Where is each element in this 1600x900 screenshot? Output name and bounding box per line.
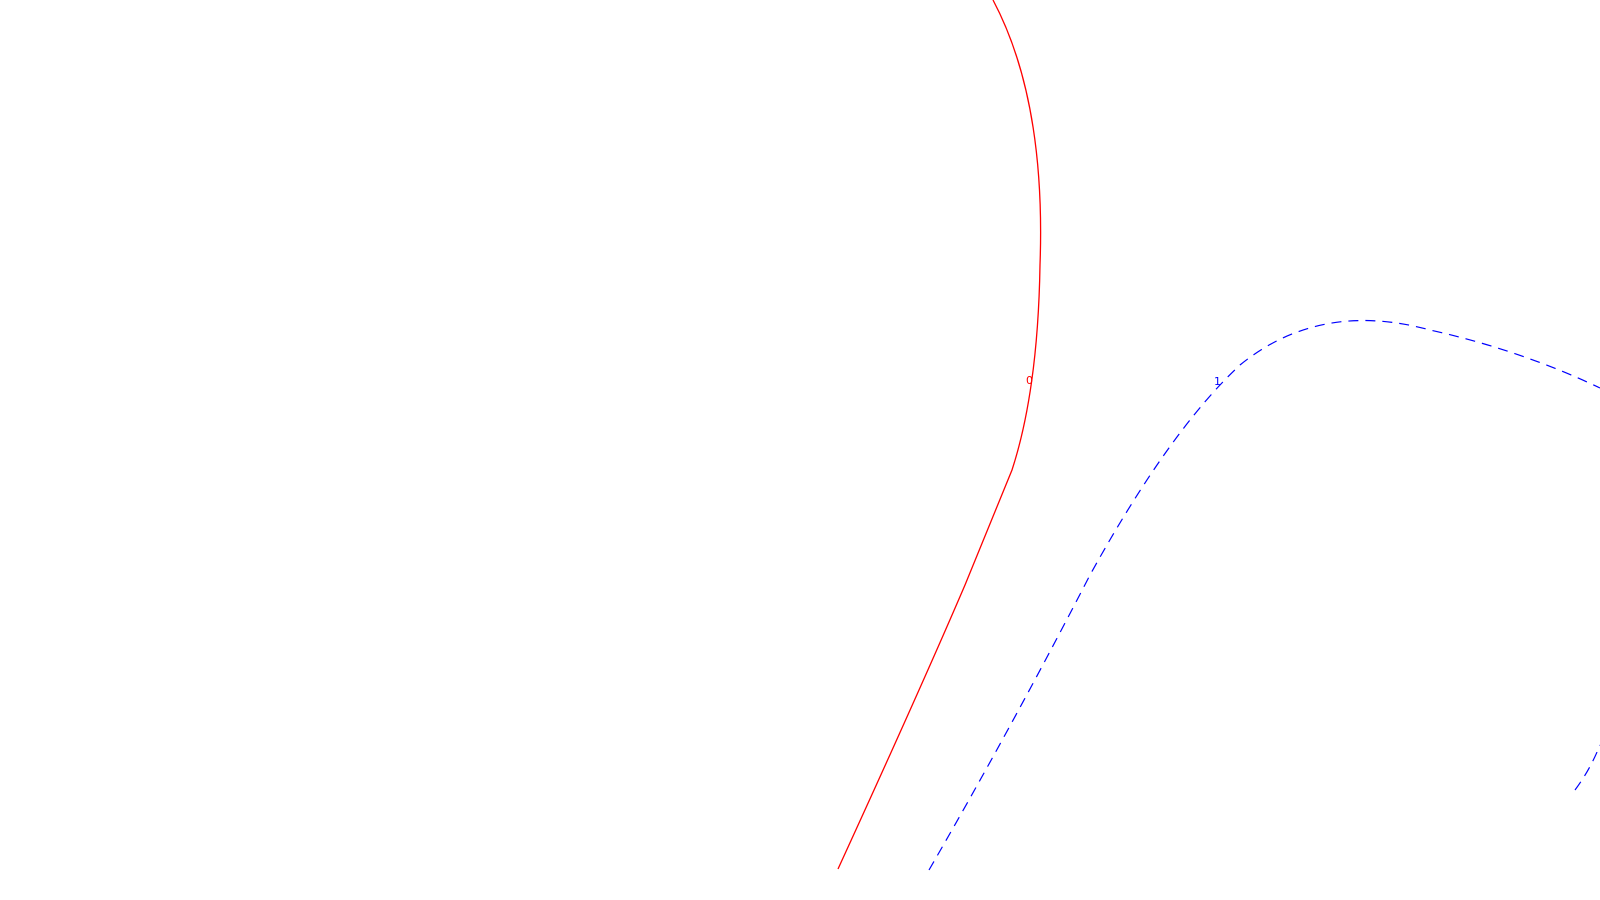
curve-0-label: 0 (1026, 374, 1033, 387)
curve-0-path (837, 0, 1042, 870)
curve-1-tail-path (1574, 744, 1600, 791)
curve-1-label: 1 (1214, 375, 1221, 388)
curve-1-path (928, 319, 1600, 871)
